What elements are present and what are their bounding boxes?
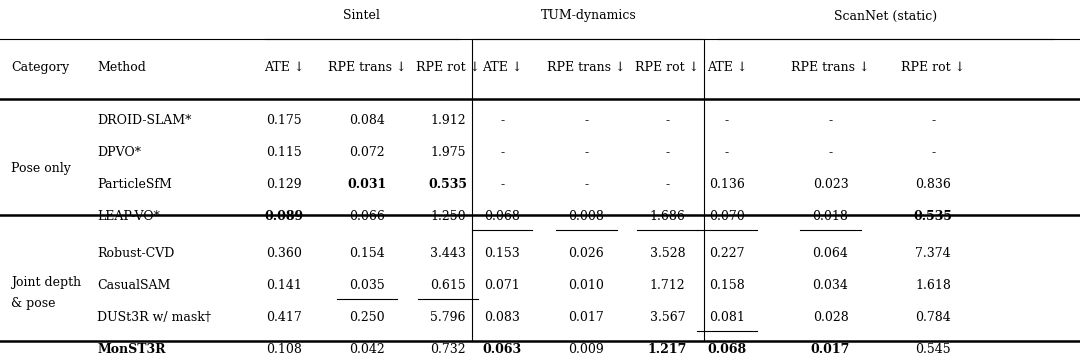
Text: 0.615: 0.615 — [430, 279, 467, 292]
Text: 0.535: 0.535 — [429, 178, 468, 191]
Text: 0.072: 0.072 — [350, 146, 384, 159]
Text: 3.567: 3.567 — [650, 311, 685, 324]
Text: 7.374: 7.374 — [916, 247, 950, 260]
Text: 0.068: 0.068 — [484, 210, 521, 223]
Text: 0.158: 0.158 — [708, 279, 745, 292]
Text: 1.250: 1.250 — [431, 210, 465, 223]
Text: 3.528: 3.528 — [650, 247, 685, 260]
Text: & pose: & pose — [11, 297, 55, 310]
Text: 0.068: 0.068 — [707, 343, 746, 355]
Text: 0.084: 0.084 — [349, 114, 386, 127]
Text: 0.026: 0.026 — [568, 247, 605, 260]
Text: 1.686: 1.686 — [649, 210, 686, 223]
Text: 0.129: 0.129 — [267, 178, 301, 191]
Text: Joint depth: Joint depth — [11, 276, 81, 289]
Text: -: - — [584, 146, 589, 159]
Text: Method: Method — [97, 61, 146, 74]
Text: 0.081: 0.081 — [708, 311, 745, 324]
Text: 0.227: 0.227 — [710, 247, 744, 260]
Text: Pose only: Pose only — [11, 162, 70, 175]
Text: 1.618: 1.618 — [915, 279, 951, 292]
Text: Category: Category — [11, 61, 69, 74]
Text: CasualSAM: CasualSAM — [97, 279, 171, 292]
Text: DROID-SLAM*: DROID-SLAM* — [97, 114, 191, 127]
Text: 0.042: 0.042 — [349, 343, 386, 355]
Text: 0.175: 0.175 — [267, 114, 301, 127]
Text: 0.009: 0.009 — [568, 343, 605, 355]
Text: 3.443: 3.443 — [430, 247, 467, 260]
Text: 0.018: 0.018 — [812, 210, 849, 223]
Text: -: - — [500, 178, 504, 191]
Text: -: - — [500, 114, 504, 127]
Text: RPE trans ↓: RPE trans ↓ — [328, 61, 406, 74]
Text: -: - — [500, 146, 504, 159]
Text: 0.115: 0.115 — [266, 146, 302, 159]
Text: DUSt3R w/ mask†: DUSt3R w/ mask† — [97, 311, 212, 324]
Text: -: - — [584, 178, 589, 191]
Text: 0.535: 0.535 — [914, 210, 953, 223]
Text: 0.153: 0.153 — [484, 247, 521, 260]
Text: 0.031: 0.031 — [348, 178, 387, 191]
Text: 0.154: 0.154 — [349, 247, 386, 260]
Text: 0.066: 0.066 — [349, 210, 386, 223]
Text: RPE trans ↓: RPE trans ↓ — [792, 61, 869, 74]
Text: -: - — [828, 114, 833, 127]
Text: Robust-CVD: Robust-CVD — [97, 247, 175, 260]
Text: 0.010: 0.010 — [568, 279, 605, 292]
Text: 0.732: 0.732 — [431, 343, 465, 355]
Text: 0.017: 0.017 — [568, 311, 605, 324]
Text: RPE trans ↓: RPE trans ↓ — [548, 61, 625, 74]
Text: RPE rot ↓: RPE rot ↓ — [416, 61, 481, 74]
Text: MonST3R: MonST3R — [97, 343, 165, 355]
Text: 0.035: 0.035 — [349, 279, 386, 292]
Text: 0.141: 0.141 — [266, 279, 302, 292]
Text: 0.023: 0.023 — [812, 178, 849, 191]
Text: 0.417: 0.417 — [266, 311, 302, 324]
Text: 0.136: 0.136 — [708, 178, 745, 191]
Text: 0.250: 0.250 — [350, 311, 384, 324]
Text: 0.784: 0.784 — [915, 311, 951, 324]
Text: 0.836: 0.836 — [915, 178, 951, 191]
Text: 0.070: 0.070 — [708, 210, 745, 223]
Text: DPVO*: DPVO* — [97, 146, 141, 159]
Text: -: - — [665, 146, 670, 159]
Text: 0.108: 0.108 — [266, 343, 302, 355]
Text: 0.360: 0.360 — [266, 247, 302, 260]
Text: -: - — [665, 178, 670, 191]
Text: -: - — [931, 146, 935, 159]
Text: RPE rot ↓: RPE rot ↓ — [901, 61, 966, 74]
Text: RPE rot ↓: RPE rot ↓ — [635, 61, 700, 74]
Text: 0.089: 0.089 — [265, 210, 303, 223]
Text: LEAP-VO*: LEAP-VO* — [97, 210, 160, 223]
Text: ATE ↓: ATE ↓ — [482, 61, 523, 74]
Text: -: - — [665, 114, 670, 127]
Text: ParticleSfM: ParticleSfM — [97, 178, 172, 191]
Text: 0.008: 0.008 — [568, 210, 605, 223]
Text: 1.217: 1.217 — [648, 343, 687, 355]
Text: Sintel: Sintel — [343, 10, 380, 22]
Text: -: - — [931, 114, 935, 127]
Text: TUM-dynamics: TUM-dynamics — [541, 10, 636, 22]
Text: 1.712: 1.712 — [650, 279, 685, 292]
Text: 0.034: 0.034 — [812, 279, 849, 292]
Text: 0.028: 0.028 — [812, 311, 849, 324]
Text: ScanNet (static): ScanNet (static) — [834, 10, 937, 22]
Text: 0.064: 0.064 — [812, 247, 849, 260]
Text: -: - — [725, 146, 729, 159]
Text: 1.912: 1.912 — [431, 114, 465, 127]
Text: 5.796: 5.796 — [431, 311, 465, 324]
Text: 0.545: 0.545 — [916, 343, 950, 355]
Text: 0.063: 0.063 — [483, 343, 522, 355]
Text: 0.071: 0.071 — [484, 279, 521, 292]
Text: 1.975: 1.975 — [431, 146, 465, 159]
Text: -: - — [828, 146, 833, 159]
Text: ATE ↓: ATE ↓ — [706, 61, 747, 74]
Text: 0.083: 0.083 — [484, 311, 521, 324]
Text: 0.017: 0.017 — [811, 343, 850, 355]
Text: ATE ↓: ATE ↓ — [264, 61, 305, 74]
Text: -: - — [584, 114, 589, 127]
Text: -: - — [725, 114, 729, 127]
